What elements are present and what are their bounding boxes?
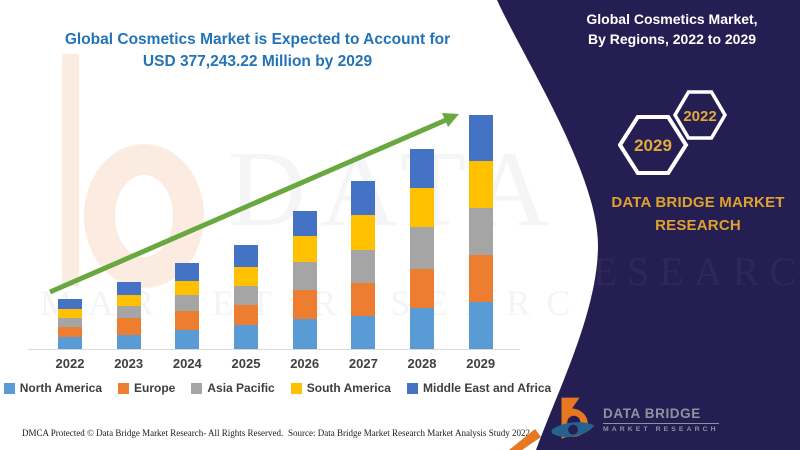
x-axis-label-2022: 2022 (55, 356, 85, 371)
legend-marker-icon (3, 382, 15, 394)
bar-segment-north-america (234, 325, 258, 349)
stacked-bar-2022 (58, 299, 82, 349)
panel-title-line2: By Regions, 2022 to 2029 (587, 31, 757, 48)
x-axis-label-2024: 2024 (172, 356, 202, 371)
legend-label: North America (19, 381, 103, 395)
legend-item-middle-east-and-africa: Middle East and Africa (406, 381, 552, 395)
legend-marker-icon (118, 382, 130, 394)
x-axis-label-2025: 2025 (231, 356, 261, 371)
bar-segment-north-america (175, 330, 200, 349)
bar-segment-europe (468, 255, 493, 302)
bar-segment-asia-pacific (116, 306, 141, 318)
hexagon-2022-icon (672, 90, 728, 140)
panel-title-line1: Global Cosmetics Market, (586, 11, 758, 27)
legend-item-south-america: South America (290, 381, 391, 395)
x-axis-label-2029: 2029 (466, 356, 496, 371)
logo-title: DATA BRIDGE (603, 406, 719, 424)
chart-title-line1: Global Cosmetics Market is Expected to A… (64, 31, 451, 48)
bar-segment-middle-east-and-africa (58, 299, 82, 309)
hexagon-2029-icon (618, 115, 689, 175)
bar-segment-north-america (351, 316, 376, 349)
bar-segment-south-america (116, 295, 141, 306)
bar-segment-asia-pacific (175, 295, 200, 311)
bar-segment-south-america (58, 309, 82, 318)
legend-item-asia-pacific: Asia Pacific (191, 381, 275, 395)
brand-line1: DATA BRIDGE MARKET (611, 194, 785, 211)
dmca-footer-text: DMCA Protected © Data Bridge Market Rese… (22, 428, 284, 438)
x-axis-label-2027: 2027 (348, 356, 378, 371)
brand-line2: RESEARCH (655, 216, 741, 234)
legend-item-europe: Europe (118, 381, 175, 395)
panel-title: Global Cosmetics Market, By Regions, 202… (572, 9, 772, 50)
legend-label: Asia Pacific (207, 381, 275, 395)
bar-segment-north-america (292, 319, 317, 349)
hexagon-2022-label: 2022 (683, 108, 716, 125)
hexagon-year-badges: 2029 2022 (618, 90, 728, 175)
bar-segment-europe (116, 318, 141, 335)
chart-legend: North America Europe Asia Pacific South Ame… (0, 381, 555, 395)
bar-segment-asia-pacific (468, 208, 493, 255)
panel-edge-orange-accent (509, 429, 541, 450)
logo-subtitle: MARKET RESEARCH (603, 425, 719, 433)
legend-label: Europe (134, 381, 176, 395)
legend-marker-icon (191, 382, 203, 394)
legend-item-north-america: North America (3, 381, 103, 395)
databridge-logo: DATA BRIDGE MARKET RESEARCH (550, 394, 719, 444)
x-axis-line (28, 349, 520, 350)
legend-label: Middle East and Africa (422, 381, 552, 395)
bar-segment-south-america (468, 161, 493, 208)
source-footer-text: Source: Data Bridge Market Research Mark… (288, 428, 530, 438)
bar-segment-north-america (58, 337, 82, 349)
databridge-logo-icon (551, 397, 595, 439)
bar-segment-europe (58, 327, 82, 337)
chart-title-line2: USD 377,243.22 Million by 2029 (142, 53, 373, 70)
bar-segment-asia-pacific (58, 318, 82, 327)
x-axis-label-2023: 2023 (114, 356, 144, 371)
legend-marker-icon (406, 382, 418, 394)
stacked-bar-2029 (468, 115, 493, 349)
brand-wordmark: DATA BRIDGE MARKET RESEARCH (585, 192, 800, 237)
x-axis-label-2026: 2026 (290, 356, 320, 371)
watermark-panel-letters: RESEARCH (556, 248, 800, 295)
bar-segment-europe (175, 311, 200, 330)
bar-segment-middle-east-and-africa (468, 115, 493, 161)
hexagon-2029-label: 2029 (634, 136, 672, 155)
chart-title: Global Cosmetics Market is Expected to A… (0, 29, 515, 73)
legend-label: South America (306, 381, 391, 395)
bar-segment-europe (292, 290, 317, 319)
legend-marker-icon (290, 382, 302, 394)
bar-segment-north-america (116, 335, 141, 349)
bar-segment-north-america (410, 308, 435, 349)
bar-segment-north-america (468, 302, 493, 349)
x-axis-label-2028: 2028 (407, 356, 437, 371)
bar-segment-europe (234, 305, 258, 325)
